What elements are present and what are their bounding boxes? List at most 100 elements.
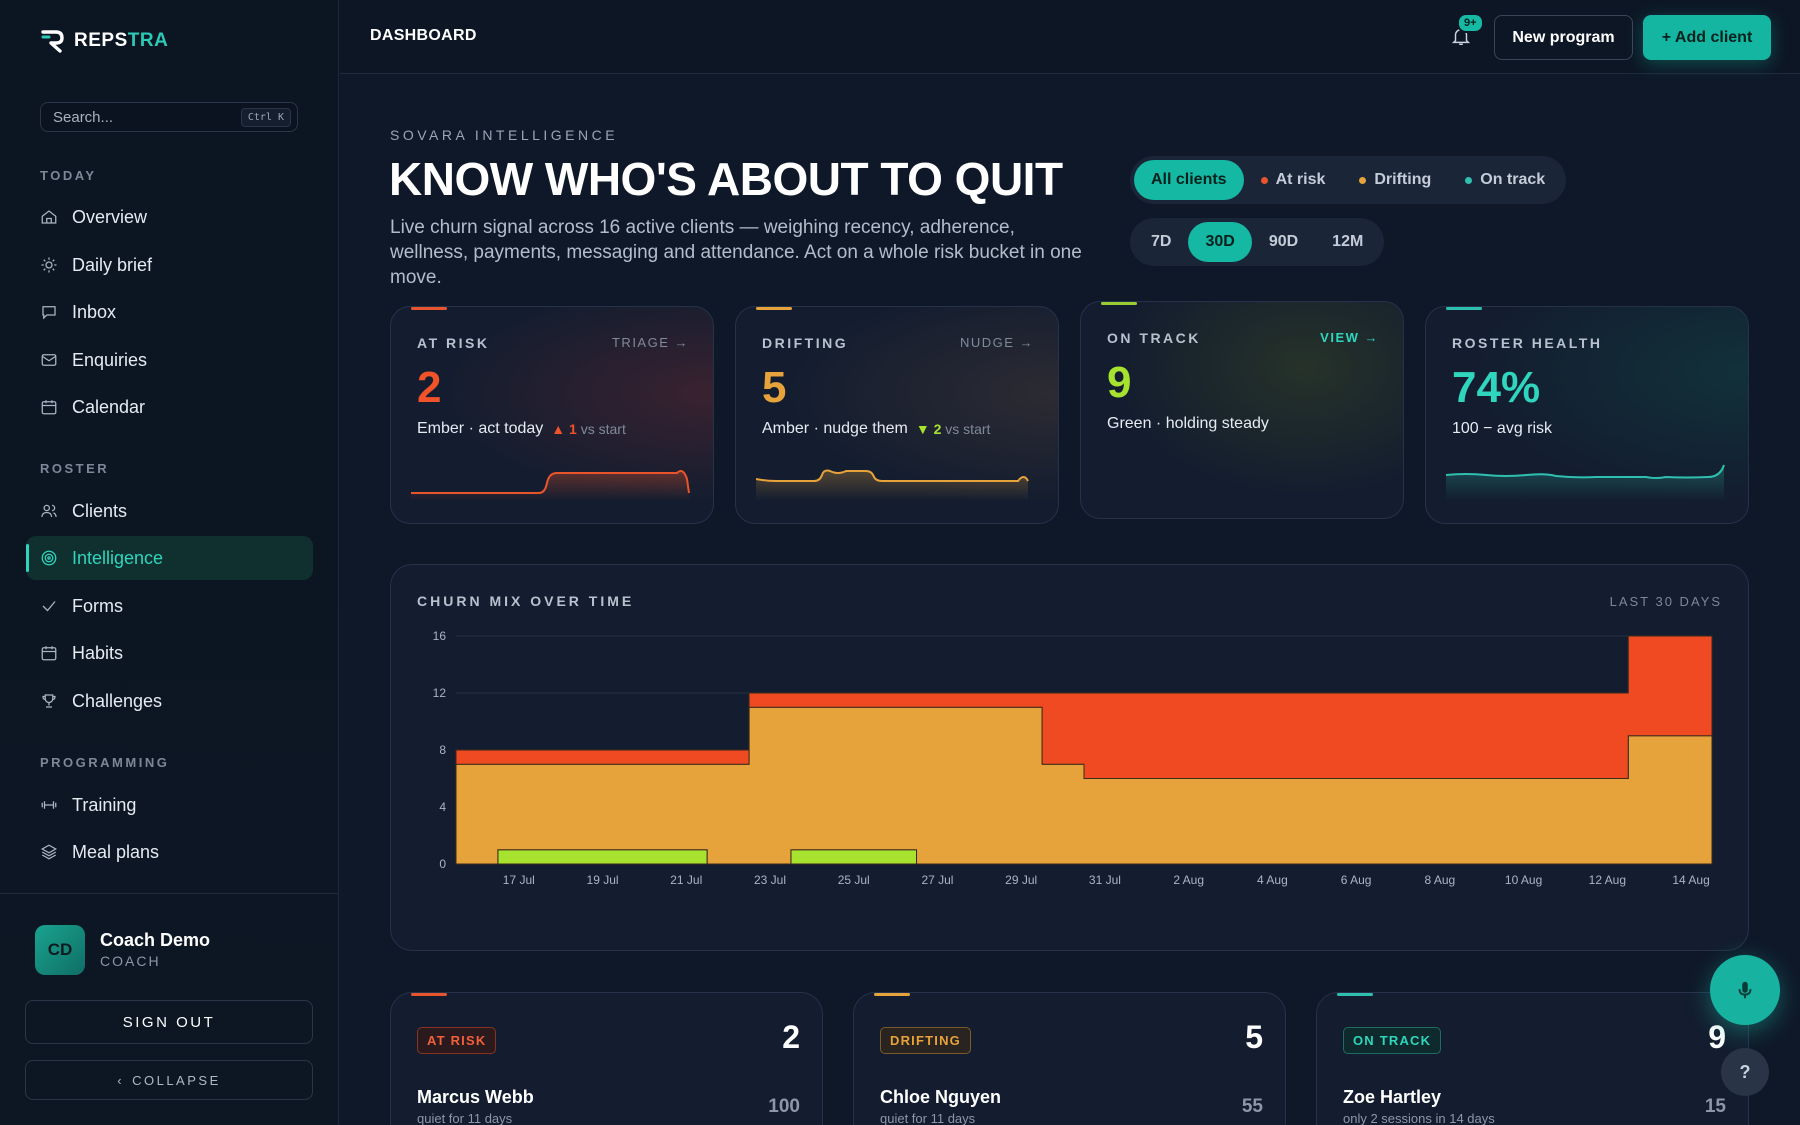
app-logo[interactable]: REPSTRA [40,28,168,54]
add-client-button[interactable]: + Add client [1643,15,1771,60]
bucket-card-at-risk[interactable]: AT RISK 2 Marcus Webb quiet for 11 days … [390,992,823,1125]
kpi-card-on-track[interactable]: ON TRACK VIEW → 9 Green · holding steady [1080,301,1404,519]
filter-label: On track [1480,171,1546,188]
new-program-button[interactable]: New program [1494,15,1633,60]
sidebar-item-label: Challenges [72,690,163,711]
range-7d[interactable]: 7D [1134,222,1188,262]
hero-eyebrow: SOVARA INTELLIGENCE [390,127,619,143]
collapse-button[interactable]: ‹ COLLAPSE [25,1060,313,1100]
sidebar-item-label: Daily brief [72,254,153,275]
sidebar-item-label: Clients [72,500,128,521]
kpi-label: ON TRACK [1107,330,1201,346]
filter-label: All clients [1151,171,1227,188]
churn-chart-plot[interactable]: 0 4 8 12 16 17 Jul 19 Jul 21 Jul 23 Jul 25 Jul 27 … [391,565,1750,952]
filter-drifting[interactable]: Drifting [1342,160,1448,200]
bucket-count: 9 [1708,1019,1726,1055]
hero-subtitle: Live churn signal across 16 active clien… [390,217,1082,288]
sun-icon [41,257,57,273]
kpi-card-drifting[interactable]: DRIFTING NUDGE → 5 Amber · nudge them ▼ … [735,306,1059,524]
sidebar-item-enquiries[interactable]: Enquiries [26,338,313,382]
sidebar-item-label: Calendar [72,396,146,417]
client-name[interactable]: Zoe Hartley [1343,1087,1442,1107]
help-button[interactable]: ? [1721,1048,1769,1096]
user-name: Coach Demo [100,930,211,950]
sidebar-item-label: Meal plans [72,841,160,862]
sidebar-item-clients[interactable]: Clients [26,489,313,533]
kpi-card-at-risk[interactable]: AT RISK TRIAGE → 2 Ember · act today ▲ 1… [390,306,714,524]
sidebar-item-daily-brief[interactable]: Daily brief [26,243,313,287]
filter-all-clients[interactable]: All clients [1134,160,1244,200]
chart-title: CHURN MIX OVER TIME [417,593,635,609]
sidebar-item-overview[interactable]: Overview [26,195,313,239]
sidebar-item-calendar[interactable]: Calendar [26,385,313,429]
kpi-label: AT RISK [417,335,490,351]
nav-section-roster: ROSTER [40,461,110,476]
bucket-count: 2 [782,1019,800,1055]
series-area-at-risk [455,635,1713,779]
dumbbell-icon [41,801,57,809]
logo-icon [41,30,64,53]
status-badge: ON TRACK [1343,1027,1442,1054]
sidebar-item-label: Enquiries [72,349,148,370]
y-tick-label: 8 [439,743,446,757]
bucket-card-drifting[interactable]: DRIFTING 5 Chloe Nguyen quiet for 11 day… [853,992,1286,1125]
view-link[interactable]: VIEW → [1320,330,1379,345]
x-tick-label: 31 Jul [1089,873,1121,887]
filter-label: Drifting [1374,171,1432,188]
calendar-icon [41,400,57,415]
x-tick-label: 21 Jul [670,873,702,887]
delta-suffix: vs start [945,421,991,437]
sidebar-item-label: Intelligence [72,547,164,568]
sidebar-item-training[interactable]: Training [26,783,313,827]
client-score: 15 [1704,1096,1726,1117]
nudge-link[interactable]: NUDGE → [959,335,1034,350]
chart-range-note: LAST 30 DAYS [1609,594,1722,609]
delta-value: 1 [569,421,577,437]
kpi-label: DRIFTING [762,335,849,351]
bucket-card-on-track[interactable]: ON TRACK 9 Zoe Hartley only 2 sessions i… [1316,992,1749,1125]
kpi-desc-text: Ember · act today [417,420,544,437]
kpi-description: 100 − avg risk [1452,420,1552,438]
kpi-desc-text: Green · holding steady [1107,415,1269,432]
triage-link[interactable]: TRIAGE → [611,335,689,350]
search-input[interactable] [53,108,213,126]
sidebar-item-forms[interactable]: Forms [26,584,313,628]
kpi-description: Ember · act today ▲ 1 vs start [417,420,626,438]
kpi-card-roster-health[interactable]: ROSTER HEALTH 74% 100 − avg risk [1425,306,1749,524]
x-tick-label: 27 Jul [921,873,953,887]
mail-icon [41,354,57,366]
x-tick-label: 2 Aug [1173,873,1204,887]
x-tick-label: 25 Jul [838,873,870,887]
churn-mix-chart: CHURN MIX OVER TIME LAST 30 DAYS 0 4 8 12 16… [390,564,1749,951]
sidebar-item-label: Forms [72,595,123,616]
kpi-value: 74% [1452,363,1541,412]
avatar[interactable]: CD [35,925,85,975]
filter-at-risk[interactable]: At risk [1244,160,1343,200]
client-note: only 2 sessions in 14 days [1343,1111,1495,1125]
kpi-value: 5 [762,363,787,412]
notification-badge: 9+ [1457,13,1484,33]
status-dot-icon [1359,176,1367,184]
microphone-icon [1738,981,1752,999]
nav-section-programming: PROGRAMMING [40,755,170,770]
sidebar-item-habits[interactable]: Habits [26,631,313,675]
sign-out-button[interactable]: SIGN OUT [25,1000,313,1044]
assistant-button[interactable] [1710,955,1780,1025]
status-badge: AT RISK [417,1027,497,1054]
sidebar-item-intelligence[interactable]: Intelligence [26,536,313,580]
range-12m[interactable]: 12M [1315,222,1380,262]
sidebar-item-meal-plans[interactable]: Meal plans [26,830,313,874]
x-tick-label: 4 Aug [1257,873,1288,887]
client-name[interactable]: Marcus Webb [417,1087,534,1107]
x-tick-label: 10 Aug [1505,873,1542,887]
user-role: COACH [100,953,161,969]
range-30d[interactable]: 30D [1188,222,1252,262]
client-name[interactable]: Chloe Nguyen [880,1087,1002,1107]
sidebar-item-inbox[interactable]: Inbox [26,290,313,334]
client-filter-segment: All clients At risk Drifting On track [1130,156,1567,204]
filter-on-track[interactable]: On track [1448,160,1562,200]
x-tick-label: 14 Aug [1672,873,1709,887]
sidebar-item-challenges[interactable]: Challenges [26,679,313,723]
search-box[interactable]: Ctrl K [40,102,298,132]
range-90d[interactable]: 90D [1252,222,1315,262]
